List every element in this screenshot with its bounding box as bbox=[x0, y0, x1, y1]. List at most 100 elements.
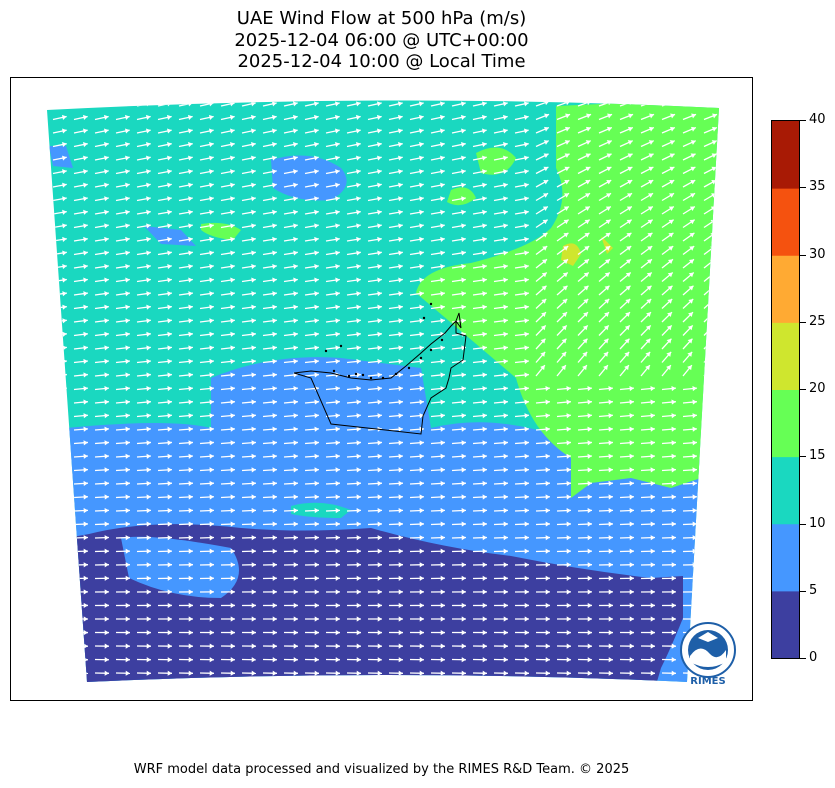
wind-arrow-head bbox=[540, 325, 546, 331]
wind-arrow-head bbox=[293, 426, 298, 432]
wind-arrow-head bbox=[209, 616, 214, 622]
wind-arrow-head bbox=[713, 413, 718, 419]
wind-arrow-head bbox=[561, 365, 566, 371]
wind-arrow-head bbox=[650, 440, 655, 446]
wind-arrow-head bbox=[440, 277, 445, 283]
wind-arrow-head bbox=[314, 535, 319, 541]
wind-arrow-head bbox=[314, 223, 319, 229]
wind-arrow-head bbox=[398, 426, 403, 432]
wind-arrow-head bbox=[125, 385, 130, 392]
wind-arrow-head bbox=[167, 589, 172, 595]
wind-arrow-head bbox=[335, 629, 340, 636]
wind-arrow-head bbox=[335, 250, 340, 256]
wind-arrow-head bbox=[251, 494, 256, 500]
wind-arrow-head bbox=[335, 169, 340, 175]
wind-arrow-head bbox=[419, 236, 424, 242]
wind-arrow-head bbox=[272, 670, 277, 676]
wind-arrow-head bbox=[167, 670, 172, 676]
wind-arrow-head bbox=[125, 575, 130, 581]
wind-arrow-head bbox=[125, 223, 130, 229]
wind-arrow-head bbox=[209, 345, 214, 351]
wind-arrow-head bbox=[314, 331, 319, 337]
wind-arrow-head bbox=[209, 494, 214, 500]
wind-arrow-head bbox=[377, 413, 382, 419]
wind-arrow-head bbox=[335, 440, 340, 446]
wind-arrow-head bbox=[272, 562, 277, 568]
wind-arrow-head bbox=[125, 521, 130, 527]
wind-arrow-head bbox=[419, 223, 424, 229]
wind-arrow-head bbox=[398, 616, 403, 622]
wind-arrow-head bbox=[647, 259, 652, 264]
wind-arrow-head bbox=[125, 426, 130, 432]
wind-arrow-head bbox=[585, 140, 591, 145]
wind-arrow-head bbox=[566, 589, 571, 595]
wind-arrow-head bbox=[582, 351, 588, 357]
wind-arrow-head bbox=[145, 114, 151, 120]
wind-arrow-head bbox=[398, 372, 403, 378]
wind-arrow-head bbox=[563, 246, 569, 251]
island-dot bbox=[361, 373, 365, 377]
wind-arrow-shaft bbox=[52, 468, 68, 472]
wind-arrow-head bbox=[419, 196, 424, 202]
wind-arrow-head bbox=[650, 602, 655, 609]
wind-arrow-head bbox=[671, 602, 676, 609]
wind-arrow-head bbox=[482, 331, 487, 337]
wind-arrow-head bbox=[230, 291, 235, 297]
wind-arrow-head bbox=[606, 140, 612, 145]
wind-arrow-head bbox=[461, 372, 466, 378]
wind-arrow-shaft bbox=[703, 523, 719, 526]
wind-arrow-head bbox=[650, 643, 655, 649]
wind-arrow-head bbox=[624, 325, 630, 331]
wind-arrow-head bbox=[648, 166, 654, 172]
wind-arrow-head bbox=[335, 331, 340, 337]
wind-arrow-head bbox=[398, 385, 403, 392]
wind-arrow-head bbox=[314, 318, 319, 324]
colorbar-tick-label: 25 bbox=[809, 313, 826, 329]
wind-arrow-head bbox=[629, 413, 634, 419]
wind-arrow-head bbox=[608, 426, 613, 432]
wind-arrow-head bbox=[440, 358, 445, 364]
wind-arrow-head bbox=[188, 291, 193, 297]
wind-arrow-head bbox=[230, 629, 235, 636]
wind-arrow-head bbox=[251, 575, 256, 581]
wind-arrow-shaft bbox=[703, 482, 719, 485]
wind-arrow-head bbox=[104, 291, 109, 297]
wind-arrow-head bbox=[251, 507, 256, 514]
wind-arrow-head bbox=[356, 453, 361, 459]
wind-arrow-head bbox=[545, 589, 550, 595]
wind-arrow-head bbox=[524, 372, 529, 378]
wind-arrow-head bbox=[293, 223, 298, 229]
wind-arrow-head bbox=[62, 223, 67, 229]
wind-arrow-head bbox=[607, 113, 613, 119]
wind-arrow-head bbox=[167, 291, 172, 297]
wind-arrow-head bbox=[712, 100, 718, 106]
wind-arrow-head bbox=[188, 413, 193, 419]
wind-arrow-head bbox=[645, 365, 650, 371]
wind-arrow-head bbox=[419, 535, 424, 541]
wind-arrow-head bbox=[608, 494, 613, 500]
wind-arrow-head bbox=[83, 250, 88, 256]
rimes-logo-text: RIMES bbox=[690, 676, 726, 687]
wind-arrow-head bbox=[146, 209, 151, 215]
wind-arrow-head bbox=[648, 193, 654, 198]
wind-arrow-head bbox=[587, 453, 592, 459]
wind-arrow-head bbox=[482, 236, 487, 242]
wind-arrow-head bbox=[692, 467, 697, 473]
wind-arrow-head bbox=[125, 209, 130, 215]
wind-arrow-head bbox=[419, 250, 424, 256]
wind-arrow-head bbox=[545, 440, 550, 446]
wind-arrow-shaft bbox=[725, 259, 736, 268]
wind-arrow-head bbox=[251, 657, 256, 663]
wind-arrow-head bbox=[564, 126, 570, 132]
wind-arrow-head bbox=[230, 236, 235, 242]
wind-arrow-head bbox=[418, 101, 424, 107]
wind-arrow-head bbox=[167, 440, 172, 446]
wind-arrow-head bbox=[524, 399, 529, 405]
wind-arrow-head bbox=[167, 169, 172, 175]
wind-arrow-head bbox=[398, 196, 403, 202]
wind-arrow-head bbox=[271, 128, 277, 134]
wind-arrow-head bbox=[419, 629, 424, 636]
wind-arrow-head bbox=[209, 467, 214, 473]
wind-arrow-head bbox=[398, 467, 403, 473]
wind-arrow-head bbox=[419, 602, 424, 609]
